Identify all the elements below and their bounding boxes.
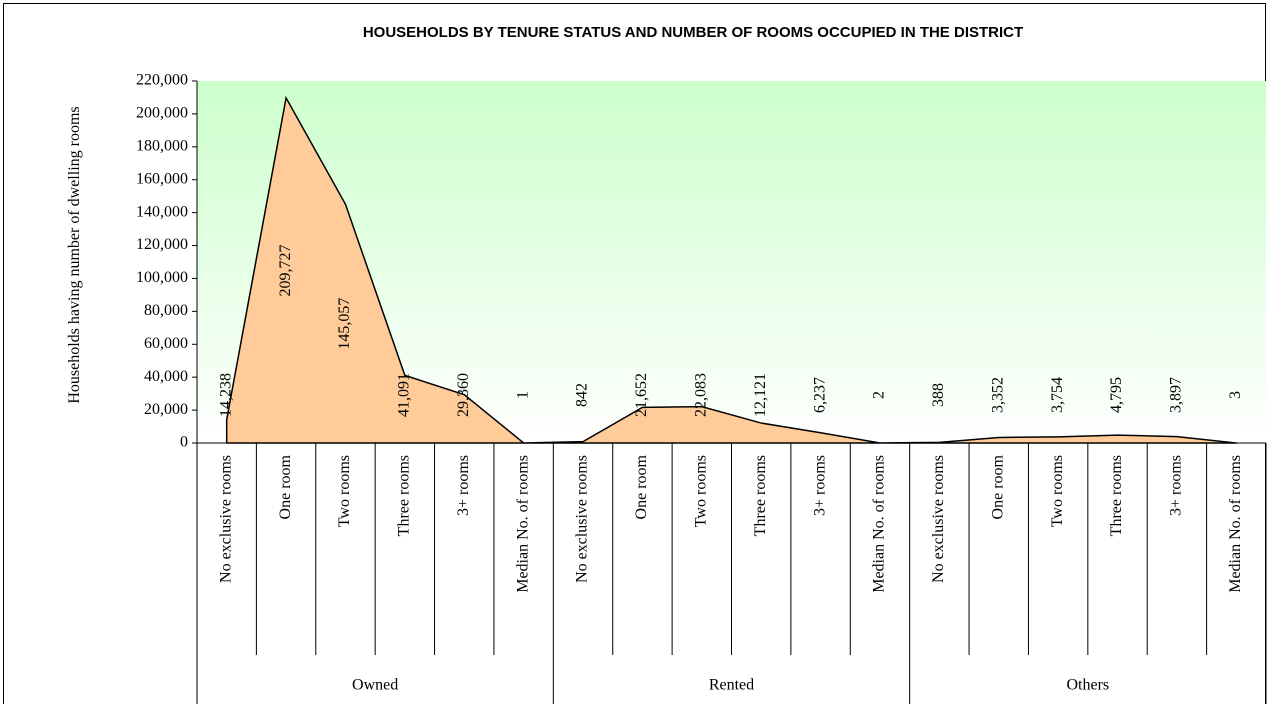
data-label: 4,795 (1108, 377, 1125, 413)
x-tick-label: No exclusive rooms (930, 455, 947, 583)
x-tick-label: Three rooms (396, 455, 413, 536)
x-tick-label: 3+ rooms (1168, 455, 1185, 516)
y-tick-label: 200,000 (136, 105, 188, 122)
data-label: 22,083 (692, 373, 709, 417)
data-label: 3,897 (1168, 377, 1185, 413)
y-tick-label: 180,000 (136, 137, 188, 154)
y-tick-label: 140,000 (136, 203, 188, 220)
group-label: Owned (352, 677, 398, 694)
x-tick-label: Three rooms (752, 455, 769, 536)
y-tick-label: 100,000 (136, 269, 188, 286)
data-label: 145,057 (336, 298, 353, 350)
y-tick-label: 60,000 (144, 335, 188, 352)
data-label: 21,652 (633, 373, 650, 417)
x-tick-label: Two rooms (1049, 455, 1066, 527)
x-tick-label: Two rooms (692, 455, 709, 527)
y-tick-label: 120,000 (136, 236, 188, 253)
x-tick-label: Three rooms (1108, 455, 1125, 536)
data-label: 12,121 (752, 373, 769, 417)
data-label: 6,237 (811, 377, 828, 413)
data-label: 1 (514, 391, 531, 399)
data-label: 842 (574, 383, 591, 407)
x-tick-label: 3+ rooms (455, 455, 472, 516)
y-axis-title: Households having number of dwelling roo… (66, 106, 83, 404)
x-tick-label: Median No. of rooms (1227, 455, 1244, 593)
y-tick-label: 80,000 (144, 302, 188, 319)
data-label: 14,238 (217, 373, 234, 417)
x-tick-label: Median No. of rooms (514, 455, 531, 593)
y-tick-label: 20,000 (144, 401, 188, 418)
group-label: Others (1067, 677, 1110, 694)
x-tick-label: One room (989, 454, 1006, 519)
x-tick-label: One room (633, 454, 650, 519)
data-label: 2 (871, 391, 888, 399)
group-label: Rented (709, 677, 754, 694)
data-label: 3,352 (989, 377, 1006, 413)
y-tick-label: 0 (180, 434, 188, 451)
y-tick-label: 160,000 (136, 170, 188, 187)
x-tick-label: No exclusive rooms (574, 455, 591, 583)
x-tick-label: 3+ rooms (811, 455, 828, 516)
x-tick-label: No exclusive rooms (217, 455, 234, 583)
area (225, 95, 1238, 444)
data-label: 3,754 (1049, 377, 1066, 413)
y-tick-label: 220,000 (136, 72, 188, 89)
data-label: 209,727 (277, 244, 294, 296)
x-tick-label: Two rooms (336, 455, 353, 527)
y-tick-label: 40,000 (144, 368, 188, 385)
x-tick-label: One room (277, 454, 294, 519)
chart-title: HOUSEHOLDS BY TENURE STATUS AND NUMBER O… (363, 24, 1023, 41)
data-label: 41,091 (396, 373, 413, 417)
data-label: 388 (930, 383, 947, 407)
data-label: 3 (1227, 391, 1244, 399)
x-tick-label: Median No. of rooms (871, 455, 888, 593)
data-label: 29,360 (455, 373, 472, 417)
